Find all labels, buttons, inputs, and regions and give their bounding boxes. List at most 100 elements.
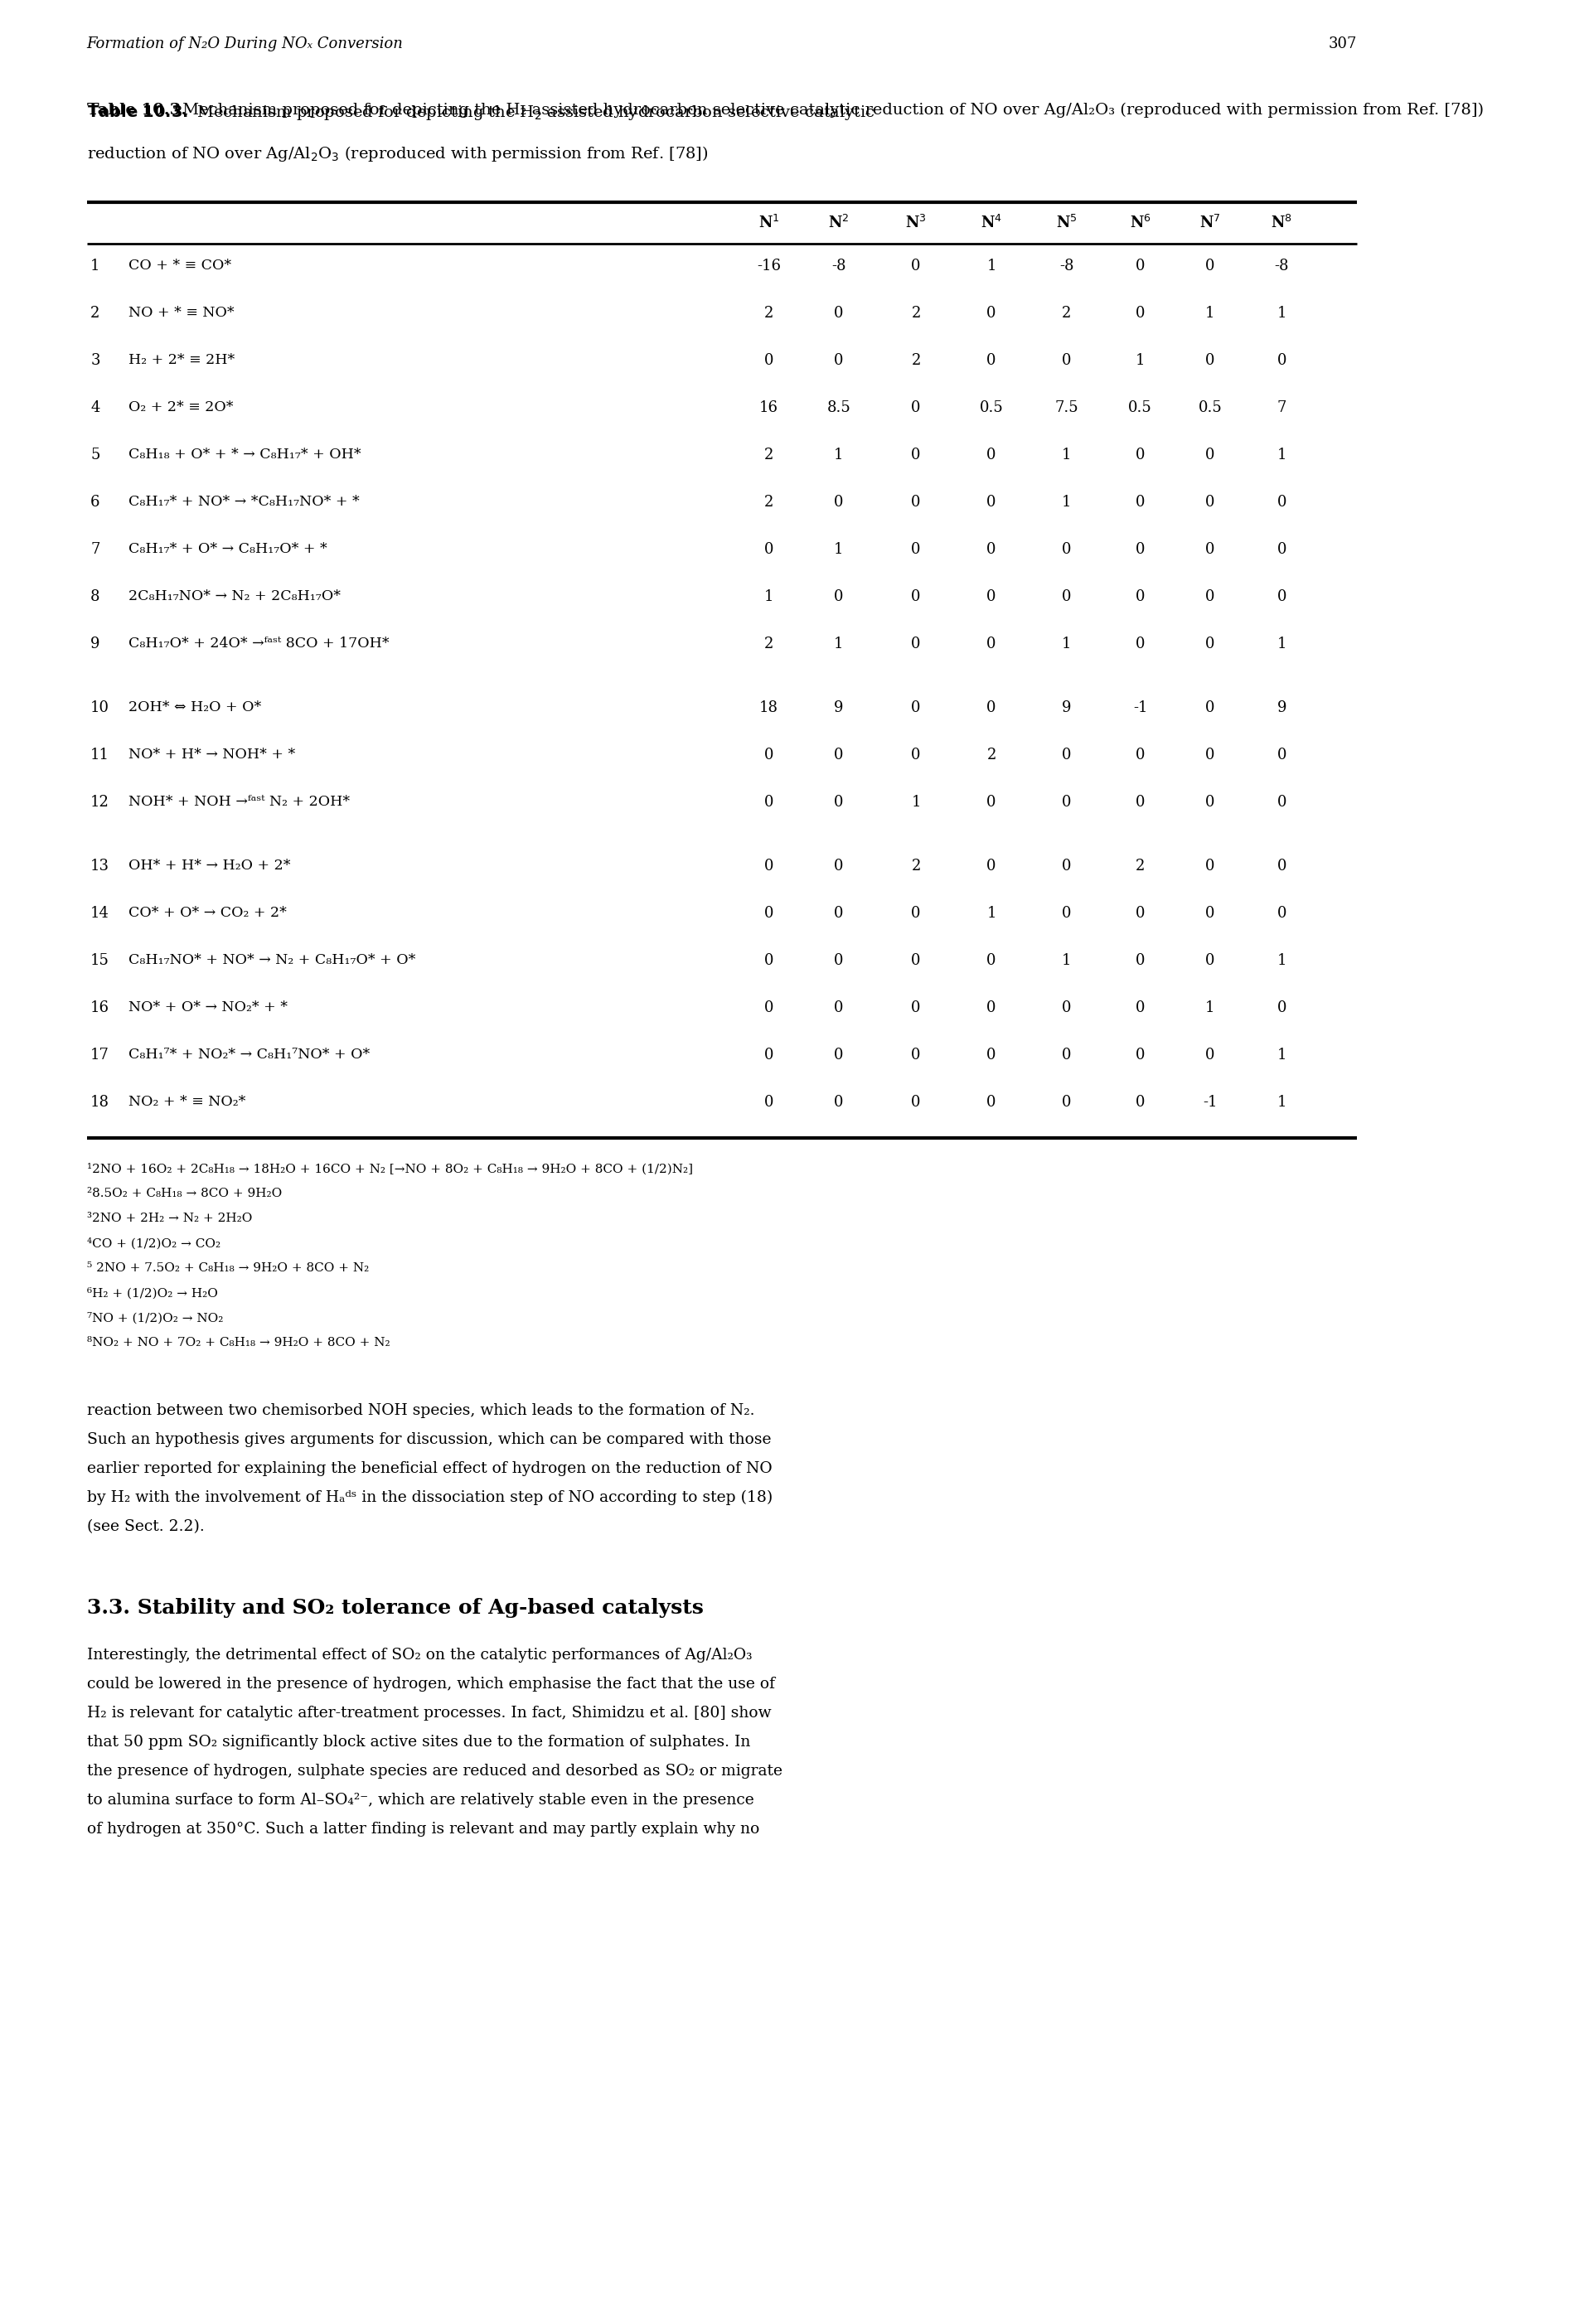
Text: ⁶H₂ + (1/2)O₂ → H₂O: ⁶H₂ + (1/2)O₂ → H₂O	[87, 1287, 218, 1299]
Text: 0: 0	[1278, 858, 1287, 874]
Text: 0: 0	[1278, 748, 1287, 762]
Text: 0: 0	[910, 258, 920, 274]
Text: 2: 2	[91, 307, 100, 321]
Text: 0: 0	[1204, 795, 1214, 809]
Text: ⁵ 2NO + 7.5O₂ + C₈H₁₈ → 9H₂O + 8CO + N₂: ⁵ 2NO + 7.5O₂ + C₈H₁₈ → 9H₂O + 8CO + N₂	[87, 1262, 369, 1274]
Text: 0: 0	[1278, 495, 1287, 509]
Text: 1: 1	[1061, 449, 1071, 462]
Text: 0: 0	[834, 748, 844, 762]
Text: 3: 3	[91, 353, 100, 367]
Text: 0: 0	[1136, 449, 1146, 462]
Text: 18: 18	[91, 1095, 110, 1111]
Text: 0: 0	[834, 906, 844, 920]
Text: C₈H₁₇* + NO* → *C₈H₁₇NO* + *: C₈H₁₇* + NO* → *C₈H₁₇NO* + *	[129, 495, 359, 509]
Text: to alumina surface to form Al–SO₄²⁻, which are relatively stable even in the pre: to alumina surface to form Al–SO₄²⁻, whi…	[87, 1792, 753, 1808]
Text: N$^5$: N$^5$	[1057, 214, 1077, 232]
Text: that 50 ppm SO₂ significantly block active sites due to the formation of sulphat: that 50 ppm SO₂ significantly block acti…	[87, 1734, 750, 1750]
Text: 2: 2	[910, 307, 920, 321]
Text: Mechanism proposed for depicting the H₂ assisted hydrocarbon selective catalytic: Mechanism proposed for depicting the H₂ …	[176, 102, 1484, 119]
Text: N$^6$: N$^6$	[1130, 214, 1150, 232]
Text: ⁸NO₂ + NO + 7O₂ + C₈H₁₈ → 9H₂O + 8CO + N₂: ⁸NO₂ + NO + 7O₂ + C₈H₁₈ → 9H₂O + 8CO + N…	[87, 1336, 389, 1348]
Text: NO* + O* → NO₂* + *: NO* + O* → NO₂* + *	[129, 999, 288, 1016]
Text: 0: 0	[1061, 748, 1071, 762]
Text: 0: 0	[987, 353, 996, 367]
Text: 0: 0	[1136, 1048, 1146, 1062]
Text: 1: 1	[1278, 1048, 1287, 1062]
Text: NO* + H* → NOH* + *: NO* + H* → NOH* + *	[129, 748, 296, 762]
Text: 0: 0	[1061, 1095, 1071, 1111]
Text: could be lowered in the presence of hydrogen, which emphasise the fact that the : could be lowered in the presence of hydr…	[87, 1676, 775, 1692]
Text: 1: 1	[1061, 637, 1071, 651]
Text: 0: 0	[910, 953, 920, 969]
Text: 0: 0	[764, 748, 774, 762]
Text: 0: 0	[987, 495, 996, 509]
Text: 0: 0	[1061, 1048, 1071, 1062]
Text: -8: -8	[831, 258, 845, 274]
Text: 2: 2	[764, 449, 774, 462]
Text: 12: 12	[91, 795, 110, 809]
Text: 0: 0	[910, 748, 920, 762]
Text: 1: 1	[764, 590, 774, 604]
Text: 0: 0	[1136, 906, 1146, 920]
Text: 0: 0	[764, 953, 774, 969]
Text: H₂ + 2* ≡ 2H*: H₂ + 2* ≡ 2H*	[129, 353, 235, 367]
Text: ⁴CO + (1/2)O₂ → CO₂: ⁴CO + (1/2)O₂ → CO₂	[87, 1236, 221, 1250]
Text: H₂ is relevant for catalytic after-treatment processes. In fact, Shimidzu et al.: H₂ is relevant for catalytic after-treat…	[87, 1706, 771, 1720]
Text: 0: 0	[1278, 999, 1287, 1016]
Text: 0: 0	[834, 307, 844, 321]
Text: 0: 0	[987, 700, 996, 716]
Text: 1: 1	[1061, 495, 1071, 509]
Text: C₈H₁⁷* + NO₂* → C₈H₁⁷NO* + O*: C₈H₁⁷* + NO₂* → C₈H₁⁷NO* + O*	[129, 1048, 370, 1062]
Text: 16: 16	[91, 999, 110, 1016]
Text: 2: 2	[987, 748, 996, 762]
Text: 5: 5	[91, 449, 100, 462]
Text: NO + * ≡ NO*: NO + * ≡ NO*	[129, 307, 234, 321]
Text: 10: 10	[91, 700, 110, 716]
Text: 2: 2	[910, 858, 920, 874]
Text: 0: 0	[1278, 906, 1287, 920]
Text: 0: 0	[1136, 307, 1146, 321]
Text: N$^2$: N$^2$	[828, 214, 849, 232]
Text: 1: 1	[834, 541, 844, 558]
Text: 0: 0	[1136, 590, 1146, 604]
Text: the presence of hydrogen, sulphate species are reduced and desorbed as SO₂ or mi: the presence of hydrogen, sulphate speci…	[87, 1764, 782, 1778]
Text: 0: 0	[987, 858, 996, 874]
Text: C₈H₁₇O* + 24O* →ᶠᵃˢᵗ 8CO + 17OH*: C₈H₁₇O* + 24O* →ᶠᵃˢᵗ 8CO + 17OH*	[129, 637, 389, 651]
Text: 0: 0	[834, 999, 844, 1016]
Text: 0: 0	[764, 795, 774, 809]
Text: 0: 0	[1061, 353, 1071, 367]
Text: 0: 0	[910, 400, 920, 416]
Text: 1: 1	[987, 258, 996, 274]
Text: 1: 1	[1278, 307, 1287, 321]
Text: 1: 1	[1061, 953, 1071, 969]
Text: 0: 0	[1136, 748, 1146, 762]
Text: C₈H₁₇* + O* → C₈H₁₇O* + *: C₈H₁₇* + O* → C₈H₁₇O* + *	[129, 541, 327, 555]
Text: 0: 0	[910, 1048, 920, 1062]
Text: 0: 0	[1136, 999, 1146, 1016]
Text: 0: 0	[1278, 795, 1287, 809]
Text: N$^4$: N$^4$	[980, 214, 1003, 232]
Text: N$^1$: N$^1$	[758, 214, 780, 232]
Text: 0: 0	[1204, 590, 1214, 604]
Text: 0: 0	[987, 590, 996, 604]
Text: ¹2NO + 16O₂ + 2C₈H₁₈ → 18H₂O + 16CO + N₂ [→NO + 8O₂ + C₈H₁₈ → 9H₂O + 8CO + (1/2): ¹2NO + 16O₂ + 2C₈H₁₈ → 18H₂O + 16CO + N₂…	[87, 1162, 693, 1174]
Text: 0: 0	[764, 1095, 774, 1111]
Text: -1: -1	[1203, 1095, 1217, 1111]
Text: 17: 17	[91, 1048, 110, 1062]
Text: 0: 0	[1136, 1095, 1146, 1111]
Text: 0.5: 0.5	[1128, 400, 1152, 416]
Text: 0: 0	[764, 541, 774, 558]
Text: 0: 0	[764, 1048, 774, 1062]
Text: 2: 2	[764, 495, 774, 509]
Text: 0: 0	[910, 999, 920, 1016]
Text: 0: 0	[1204, 953, 1214, 969]
Text: Such an hypothesis gives arguments for discussion, which can be compared with th: Such an hypothesis gives arguments for d…	[87, 1432, 771, 1448]
Text: 1: 1	[1278, 953, 1287, 969]
Text: 0: 0	[834, 1095, 844, 1111]
Text: 1: 1	[1278, 1095, 1287, 1111]
Text: 0: 0	[1204, 353, 1214, 367]
Text: Table 10.3.: Table 10.3.	[87, 102, 186, 119]
Text: 0: 0	[1204, 858, 1214, 874]
Text: NOH* + NOH →ᶠᵃˢᵗ N₂ + 2OH*: NOH* + NOH →ᶠᵃˢᵗ N₂ + 2OH*	[129, 795, 350, 809]
Text: CO + * ≡ CO*: CO + * ≡ CO*	[129, 258, 230, 272]
